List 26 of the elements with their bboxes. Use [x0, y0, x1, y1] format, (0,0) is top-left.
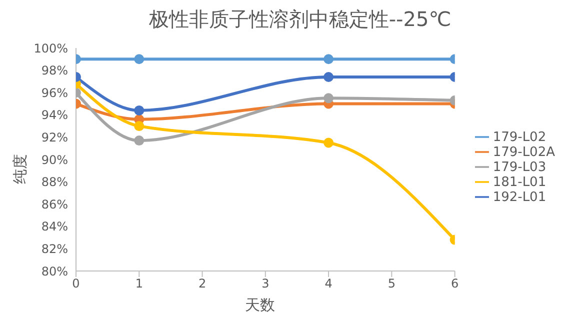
y-tick-label: 86% [41, 197, 68, 212]
legend-label: 192-L01 [492, 190, 546, 205]
x-axis-title: 天数 [244, 296, 276, 315]
legend-label: 179-L03 [492, 160, 546, 175]
legend-label: 179-L02 [492, 130, 546, 145]
y-tick-label: 88% [41, 175, 68, 190]
x-tick-label: 6 [450, 276, 459, 291]
y-tick-label: 84% [41, 220, 68, 234]
y-tick-label: 82% [41, 242, 68, 256]
y-tick-label: 80% [41, 264, 68, 278]
x-tick-label: 3 [262, 276, 270, 291]
x-tick-label: 0 [72, 276, 80, 291]
y-tick-label: 96% [41, 86, 68, 100]
y-tick-label: 92% [41, 130, 68, 144]
legend-label: 181-L01 [492, 175, 546, 190]
y-tick-label: 94% [41, 108, 68, 122]
y-axis-title: 纯度 [11, 153, 29, 186]
x-tick-label: 2 [198, 276, 206, 291]
x-tick-label: 1 [135, 276, 143, 291]
chart-title: 极性非质子性溶剂中稳定性--25℃ [148, 6, 452, 33]
y-tick-label: 90% [41, 152, 68, 167]
y-tick-label: 98% [41, 64, 68, 78]
y-tick-label: 100% [34, 41, 68, 56]
legend-label: 179-L02A [492, 145, 555, 160]
x-tick-label: 5 [388, 276, 396, 291]
x-tick-label: 4 [324, 276, 332, 291]
